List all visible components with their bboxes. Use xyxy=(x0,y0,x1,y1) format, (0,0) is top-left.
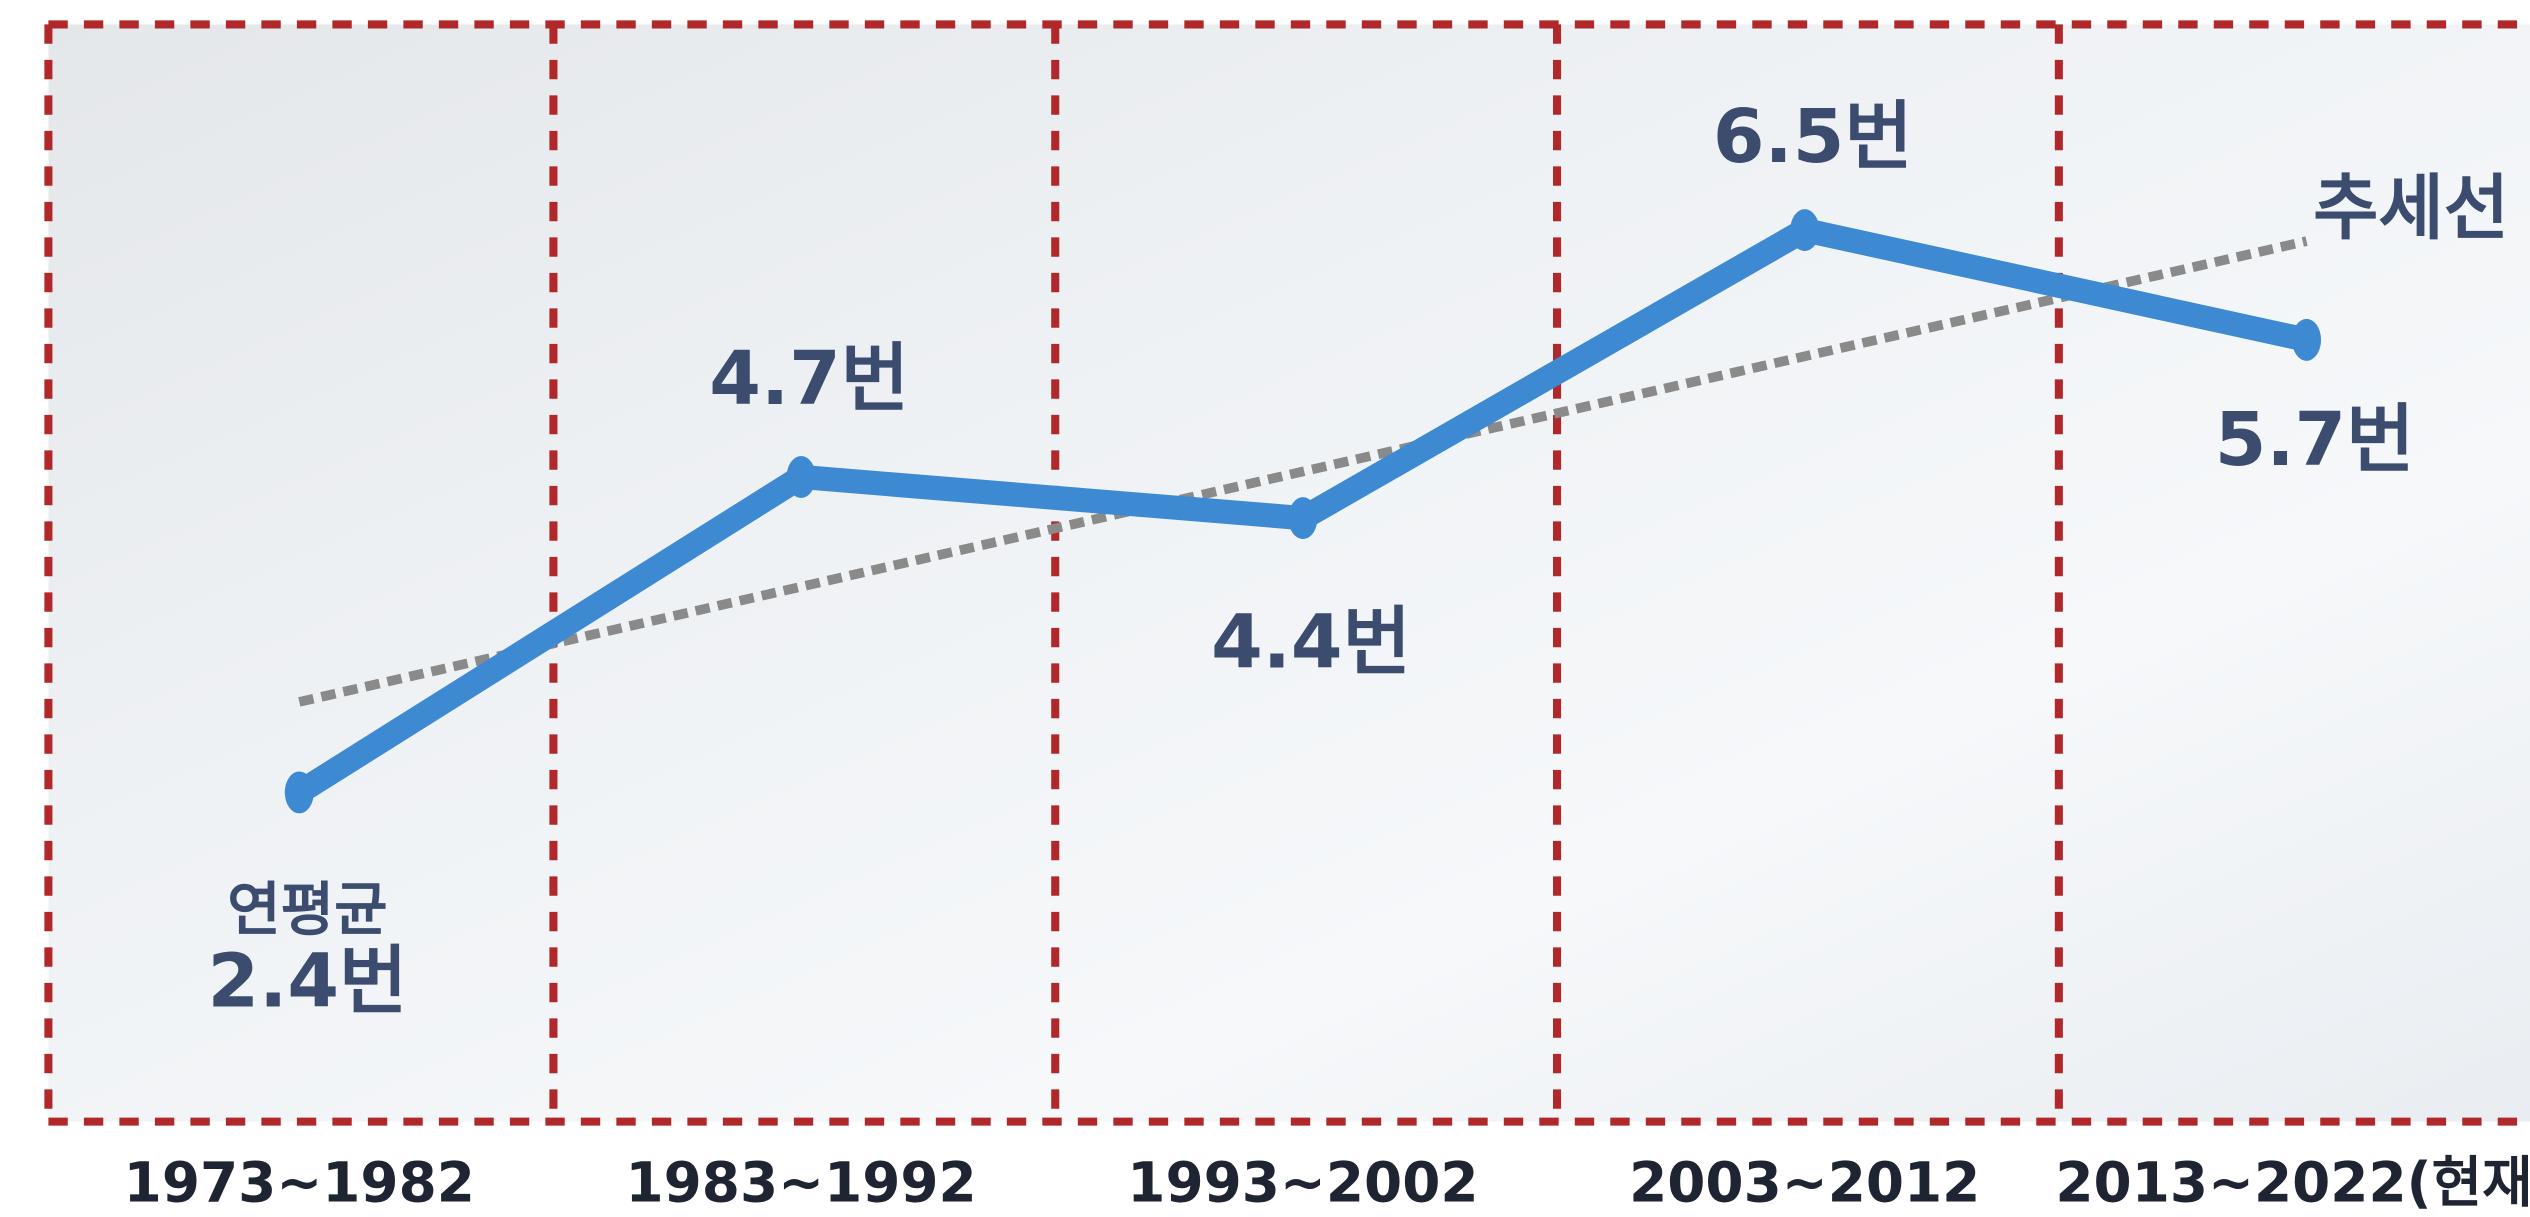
trend-line xyxy=(298,236,2308,707)
data-point xyxy=(786,456,816,498)
x-tick-label: 1983~1992 xyxy=(625,1150,976,1214)
x-tick-label: 1973~1982 xyxy=(124,1150,475,1214)
annotation: 연평균 xyxy=(227,876,387,944)
data-point xyxy=(2292,318,2322,361)
x-tick-label: 2013~2022(현재) xyxy=(2055,1150,2530,1214)
value-label: 4.7번 xyxy=(709,335,909,422)
x-tick-label: 1993~2002 xyxy=(1127,1150,1478,1214)
plot-background xyxy=(48,24,2530,1122)
data-point xyxy=(1288,497,1318,540)
legend-label: 추세선 xyxy=(2313,167,2509,250)
data-point xyxy=(1790,209,1820,252)
data-point xyxy=(284,771,314,814)
value-label: 2.4번 xyxy=(207,938,407,1025)
value-label: 6.5번 xyxy=(1713,93,1913,180)
value-label: 4.4번 xyxy=(1211,599,1411,686)
value-label: 5.7번 xyxy=(2215,396,2415,483)
x-tick-label: 2003~2012 xyxy=(1629,1150,1980,1214)
